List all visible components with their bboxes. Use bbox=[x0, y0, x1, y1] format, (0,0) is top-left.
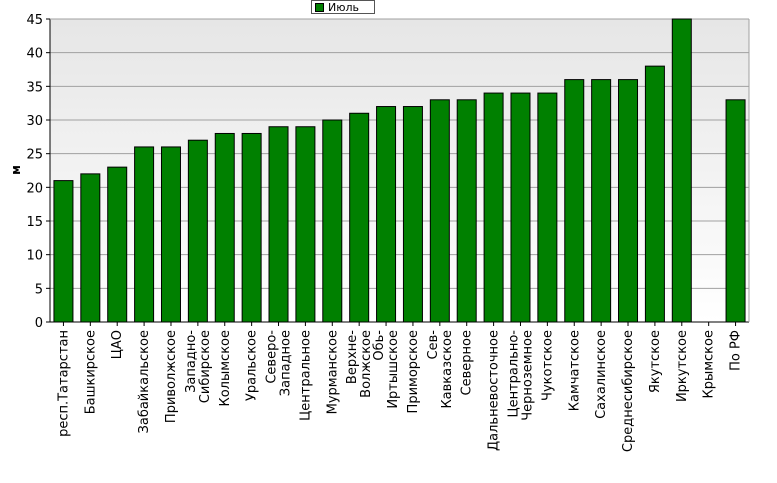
x-tick-label: Крымское bbox=[702, 330, 717, 399]
bar bbox=[322, 119, 343, 323]
plot-area bbox=[50, 19, 749, 322]
bar bbox=[671, 18, 692, 323]
x-tick-label: Сахалинское bbox=[594, 330, 609, 419]
bar bbox=[591, 79, 612, 323]
bar bbox=[187, 139, 208, 323]
bar bbox=[429, 99, 450, 323]
y-tick-label: 45 bbox=[26, 13, 43, 28]
bar bbox=[402, 106, 423, 323]
y-tick-label: 25 bbox=[26, 148, 43, 163]
y-tick-label: 5 bbox=[35, 282, 43, 297]
x-tick-label: Сев-Кавказское bbox=[426, 330, 455, 409]
x-tick-label: Приморское bbox=[406, 330, 421, 413]
bar bbox=[214, 132, 235, 323]
x-tick-label: Мурманское bbox=[325, 330, 340, 414]
x-tick-label: Дальневосточное bbox=[487, 330, 502, 451]
bar bbox=[376, 106, 397, 323]
x-tick-label: Башкирское bbox=[83, 330, 98, 414]
bar bbox=[644, 65, 665, 323]
bar bbox=[618, 79, 639, 323]
x-tick-label: ЦАО bbox=[110, 330, 125, 359]
bar bbox=[160, 146, 181, 323]
x-tick-label: Иркутское bbox=[675, 330, 690, 402]
bar bbox=[564, 79, 585, 323]
x-tick-label: Чукотское bbox=[540, 330, 555, 401]
bar bbox=[456, 99, 477, 323]
x-tick-label: Приволжское bbox=[164, 330, 179, 423]
y-tick-label: 0 bbox=[35, 316, 43, 331]
bar bbox=[725, 99, 746, 323]
x-tick-label: Верхне-Волжское bbox=[345, 330, 374, 398]
y-tick-label: 20 bbox=[26, 181, 43, 196]
y-tick-label: 30 bbox=[26, 114, 43, 129]
x-tick-label: Среднесибирское bbox=[621, 330, 636, 452]
bar bbox=[349, 112, 370, 323]
bar bbox=[268, 126, 289, 323]
x-tick-label: Западно-Сибирское bbox=[184, 330, 213, 404]
bar bbox=[510, 92, 531, 323]
x-tick-label: По РФ bbox=[729, 330, 744, 371]
x-tick-label: респ.Татарстан bbox=[56, 330, 71, 437]
x-tick-label: Обь-Иртышское bbox=[372, 330, 401, 409]
bar bbox=[134, 146, 155, 323]
x-tick-label: Центральное bbox=[298, 330, 313, 421]
bar bbox=[53, 180, 74, 323]
legend-label: Июль bbox=[328, 0, 360, 14]
x-tick-label: Камчатское bbox=[567, 330, 582, 411]
x-tick-label: Уральское bbox=[245, 330, 260, 401]
x-tick-label: Центрально-Черноземное bbox=[506, 330, 535, 421]
x-tick-label: Северо-Западное bbox=[265, 330, 294, 397]
x-tick-label: Колымское bbox=[218, 330, 233, 407]
x-tick-label: Якутское bbox=[648, 330, 663, 393]
bar bbox=[241, 132, 262, 323]
bar bbox=[483, 92, 504, 323]
legend-swatch bbox=[315, 2, 324, 12]
x-tick-label: Забайкальское bbox=[137, 330, 152, 433]
y-tick-label: 40 bbox=[26, 47, 43, 62]
legend: Июль bbox=[311, 0, 375, 14]
y-tick-label: 15 bbox=[26, 215, 43, 230]
bar bbox=[107, 166, 128, 323]
bar bbox=[537, 92, 558, 323]
y-tick-label: 10 bbox=[26, 249, 43, 264]
bar bbox=[295, 126, 316, 323]
bar bbox=[80, 173, 101, 323]
x-tick-label: Северное bbox=[460, 330, 475, 395]
y-tick-label: 35 bbox=[26, 80, 43, 95]
y-axis-label: м bbox=[9, 165, 23, 175]
